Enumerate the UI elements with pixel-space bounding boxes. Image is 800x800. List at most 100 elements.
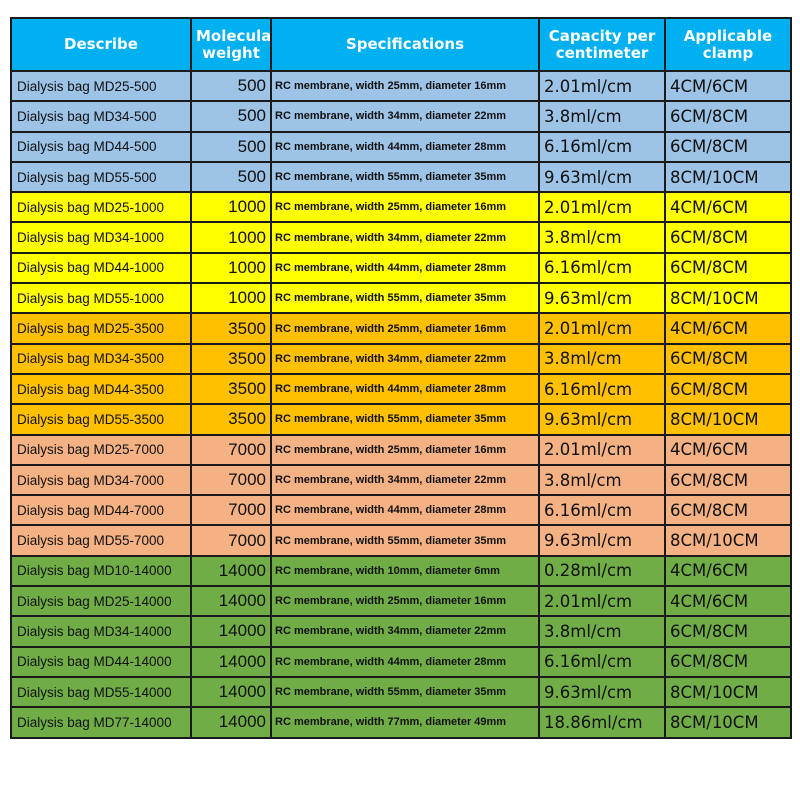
specification-cell: RC membrane, width 10mm, diameter 6mm: [270, 554, 540, 588]
describe-cell: Dialysis bag MD44-500: [10, 130, 192, 163]
specification-cell: RC membrane, width 25mm, diameter 16mm: [270, 69, 540, 103]
clamp-cell: 6CM/8CM: [664, 221, 792, 254]
clamp-cell: 4CM/6CM: [664, 312, 792, 345]
describe-cell: Dialysis bag MD25-7000: [10, 433, 192, 466]
capacity-cell: 9.63ml/cm: [538, 403, 666, 436]
specification-cell: RC membrane, width 34mm, diameter 22mm: [270, 221, 540, 254]
table-row: Dialysis bag MD25-500 500 RC membrane, wid…: [10, 69, 792, 103]
clamp-cell: 8CM/10CM: [664, 675, 792, 709]
molecular-weight-cell: 3500: [190, 312, 272, 345]
clamp-cell: 6CM/8CM: [664, 463, 792, 497]
table-row: Dialysis bag MD34-1000 1000 RC membrane, w…: [10, 221, 792, 254]
table-row: Dialysis bag MD34-3500 3500 RC membrane, w…: [10, 342, 792, 375]
describe-cell: Dialysis bag MD55-7000: [10, 524, 192, 557]
table-row: Dialysis bag MD55-500 500 RC membrane, wid…: [10, 160, 792, 194]
clamp-cell: 6CM/8CM: [664, 130, 792, 163]
molecular-weight-cell: 7000: [190, 524, 272, 557]
describe-cell: Dialysis bag MD25-3500: [10, 312, 192, 345]
capacity-cell: 3.8ml/cm: [538, 615, 666, 648]
specification-cell: RC membrane, width 34mm, diameter 22mm: [270, 100, 540, 133]
molecular-weight-cell: 500: [190, 69, 272, 103]
capacity-cell: 9.63ml/cm: [538, 160, 666, 194]
header-capacity: Capacity per centimeter: [538, 17, 666, 72]
describe-cell: Dialysis bag MD25-14000: [10, 585, 192, 618]
specification-cell: RC membrane, width 44mm, diameter 28mm: [270, 645, 540, 678]
table-row: Dialysis bag MD10-14000 14000 RC membrane,…: [10, 554, 792, 588]
specification-cell: RC membrane, width 34mm, diameter 22mm: [270, 463, 540, 497]
clamp-cell: 8CM/10CM: [664, 160, 792, 194]
specification-cell: RC membrane, width 34mm, diameter 22mm: [270, 615, 540, 648]
describe-cell: Dialysis bag MD34-3500: [10, 342, 192, 375]
specification-cell: RC membrane, width 55mm, diameter 35mm: [270, 524, 540, 557]
table-row: Dialysis bag MD25-3500 3500 RC membrane, w…: [10, 312, 792, 345]
specification-cell: RC membrane, width 25mm, diameter 16mm: [270, 585, 540, 618]
table-row: Dialysis bag MD55-1000 1000 RC membrane, w…: [10, 282, 792, 315]
molecular-weight-cell: 1000: [190, 251, 272, 285]
molecular-weight-cell: 500: [190, 100, 272, 133]
describe-cell: Dialysis bag MD55-1000: [10, 282, 192, 315]
table-row: Dialysis bag MD55-7000 7000 RC membrane, w…: [10, 524, 792, 557]
table-row: Dialysis bag MD44-500 500 RC membrane, wid…: [10, 130, 792, 163]
describe-cell: Dialysis bag MD55-3500: [10, 403, 192, 436]
table-row: Dialysis bag MD25-14000 14000 RC membrane,…: [10, 585, 792, 618]
dialysis-bag-spec-table: Describe Molecular weight Specifications…: [10, 17, 792, 739]
clamp-cell: 6CM/8CM: [664, 372, 792, 406]
describe-cell: Dialysis bag MD34-500: [10, 100, 192, 133]
capacity-cell: 3.8ml/cm: [538, 100, 666, 133]
capacity-cell: 3.8ml/cm: [538, 463, 666, 497]
molecular-weight-cell: 7000: [190, 494, 272, 527]
describe-cell: Dialysis bag MD44-7000: [10, 494, 192, 527]
table-row: Dialysis bag MD44-1000 1000 RC membrane, w…: [10, 251, 792, 285]
capacity-cell: 6.16ml/cm: [538, 645, 666, 678]
describe-cell: Dialysis bag MD34-7000: [10, 463, 192, 497]
describe-cell: Dialysis bag MD55-14000: [10, 675, 192, 709]
table-row: Dialysis bag MD44-3500 3500 RC membrane, w…: [10, 372, 792, 406]
molecular-weight-cell: 14000: [190, 554, 272, 588]
capacity-cell: 6.16ml/cm: [538, 130, 666, 163]
clamp-cell: 8CM/10CM: [664, 282, 792, 315]
clamp-cell: 4CM/6CM: [664, 433, 792, 466]
capacity-cell: 6.16ml/cm: [538, 251, 666, 285]
clamp-cell: 6CM/8CM: [664, 100, 792, 133]
molecular-weight-cell: 3500: [190, 342, 272, 375]
specification-cell: RC membrane, width 55mm, diameter 35mm: [270, 675, 540, 709]
table-row: Dialysis bag MD34-14000 14000 RC membrane,…: [10, 615, 792, 648]
capacity-cell: 6.16ml/cm: [538, 494, 666, 527]
specification-cell: RC membrane, width 55mm, diameter 35mm: [270, 160, 540, 194]
specification-cell: RC membrane, width 44mm, diameter 28mm: [270, 372, 540, 406]
molecular-weight-cell: 14000: [190, 615, 272, 648]
molecular-weight-cell: 14000: [190, 706, 272, 739]
table-row: Dialysis bag MD44-14000 14000 RC membrane,…: [10, 645, 792, 678]
specification-cell: RC membrane, width 55mm, diameter 35mm: [270, 403, 540, 436]
molecular-weight-cell: 1000: [190, 282, 272, 315]
describe-cell: Dialysis bag MD44-14000: [10, 645, 192, 678]
molecular-weight-cell: 14000: [190, 675, 272, 709]
capacity-cell: 2.01ml/cm: [538, 585, 666, 618]
capacity-cell: 6.16ml/cm: [538, 372, 666, 406]
molecular-weight-cell: 500: [190, 130, 272, 163]
clamp-cell: 6CM/8CM: [664, 251, 792, 285]
table-row: Dialysis bag MD55-3500 3500 RC membrane, w…: [10, 403, 792, 436]
specification-cell: RC membrane, width 55mm, diameter 35mm: [270, 282, 540, 315]
capacity-cell: 9.63ml/cm: [538, 524, 666, 557]
header-row: Describe Molecular weight Specifications…: [10, 17, 792, 72]
molecular-weight-cell: 3500: [190, 403, 272, 436]
describe-cell: Dialysis bag MD44-3500: [10, 372, 192, 406]
describe-cell: Dialysis bag MD25-1000: [10, 191, 192, 224]
capacity-cell: 3.8ml/cm: [538, 342, 666, 375]
capacity-cell: 2.01ml/cm: [538, 69, 666, 103]
molecular-weight-cell: 1000: [190, 221, 272, 254]
capacity-cell: 2.01ml/cm: [538, 433, 666, 466]
clamp-cell: 4CM/6CM: [664, 554, 792, 588]
header-clamp: Applicable clamp: [664, 17, 792, 72]
capacity-cell: 9.63ml/cm: [538, 282, 666, 315]
clamp-cell: 8CM/10CM: [664, 524, 792, 557]
specification-cell: RC membrane, width 25mm, diameter 16mm: [270, 433, 540, 466]
clamp-cell: 6CM/8CM: [664, 494, 792, 527]
capacity-cell: 0.28ml/cm: [538, 554, 666, 588]
describe-cell: Dialysis bag MD77-14000: [10, 706, 192, 739]
molecular-weight-cell: 7000: [190, 463, 272, 497]
clamp-cell: 4CM/6CM: [664, 69, 792, 103]
specification-cell: RC membrane, width 77mm, diameter 49mm: [270, 706, 540, 739]
table-row: Dialysis bag MD25-7000 7000 RC membrane, w…: [10, 433, 792, 466]
